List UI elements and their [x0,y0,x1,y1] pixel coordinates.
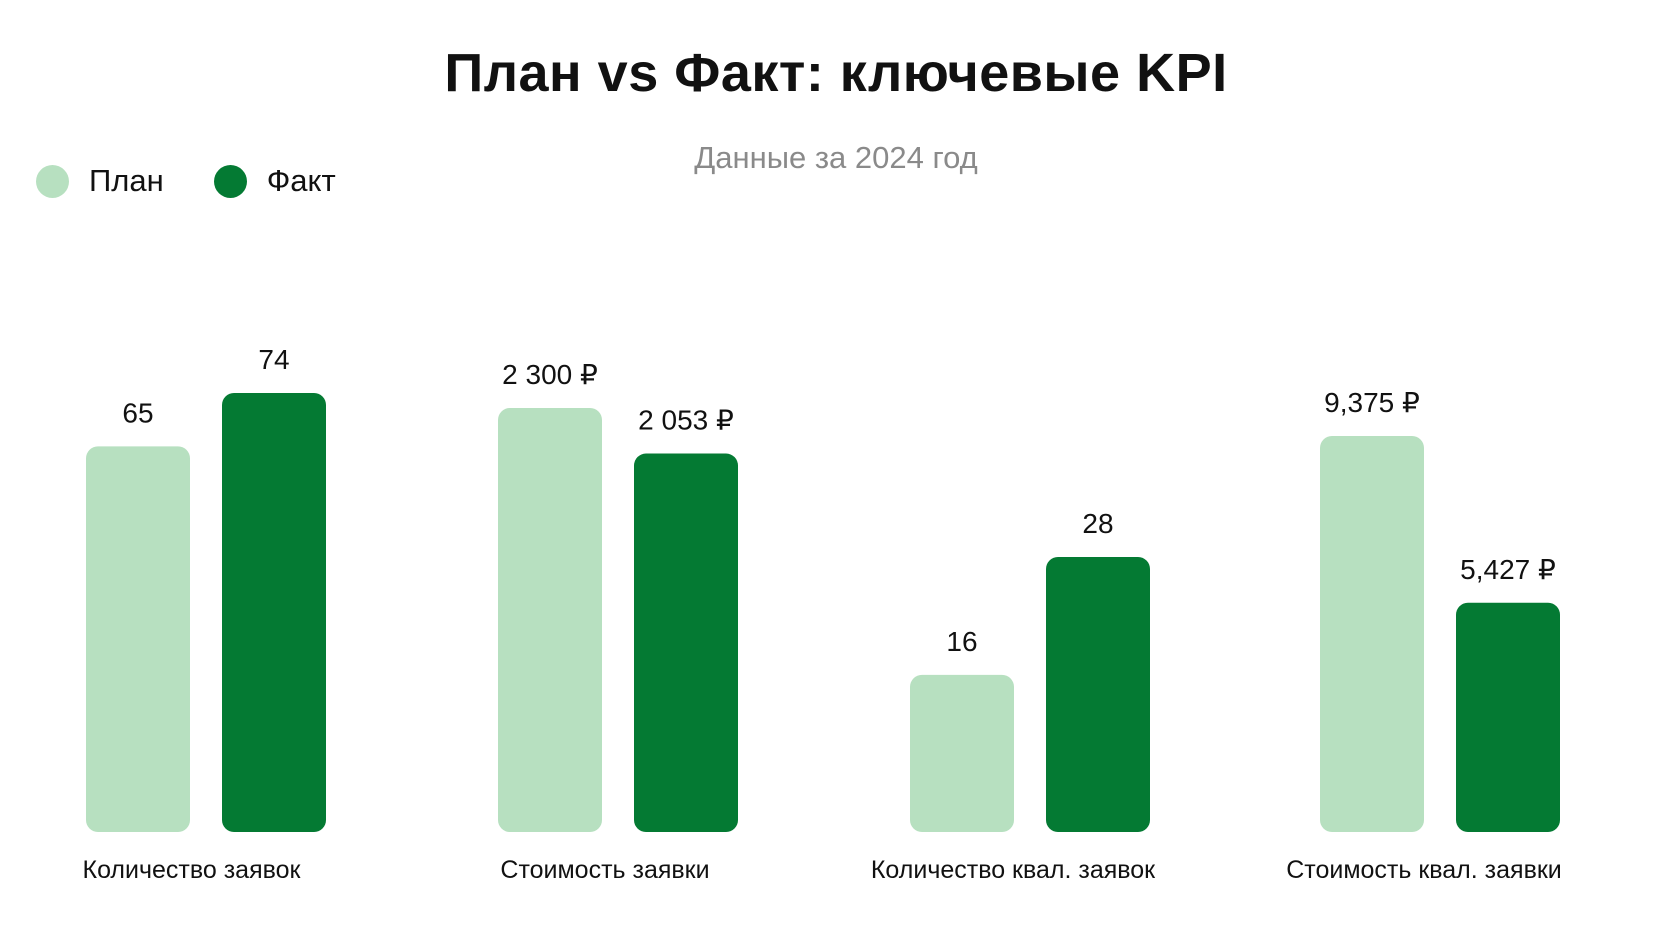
bar-plan-1 [86,446,190,832]
bar-fact-2 [634,453,738,832]
bar-fact-4 [1456,602,1560,832]
category-label-1: Количество заявок [83,856,302,884]
category-label-2: Стоимость заявки [500,856,709,884]
bar-plan-2 [498,408,602,832]
category-label-4: Стоимость квал. заявки [1286,856,1562,884]
chart-subtitle: Данные за 2024 год [694,140,978,175]
legend: План Факт [36,161,386,201]
legend-label-plan: План [89,163,164,198]
bar-value-label-plan-4: 9,375 ₽ [1324,387,1420,418]
bar-value-label-plan-3: 16 [946,626,977,657]
category-label-3: Количество квал. заявок [871,856,1156,884]
bar-plan-4 [1320,436,1424,832]
bar-value-label-fact-1: 74 [258,344,289,375]
legend-item-fact: Факт [213,163,336,199]
bar-value-label-fact-4: 5,427 ₽ [1460,554,1556,585]
legend-item-plan: План [36,163,164,199]
legend-swatch-plan [36,164,69,198]
legend-swatch-fact [213,164,247,198]
bar-fact-1 [222,393,326,832]
bar-plan-3 [910,674,1014,832]
bar-value-label-plan-2: 2 300 ₽ [502,359,598,390]
bar-fact-3 [1046,557,1150,832]
legend-label-fact: Факт [266,163,336,198]
bar-value-label-fact-2: 2 053 ₽ [638,405,734,436]
bar-value-label-plan-1: 65 [122,397,153,428]
chart-title: План vs Факт: ключевые KPI [444,43,1228,103]
bar-value-label-fact-3: 28 [1082,508,1113,539]
